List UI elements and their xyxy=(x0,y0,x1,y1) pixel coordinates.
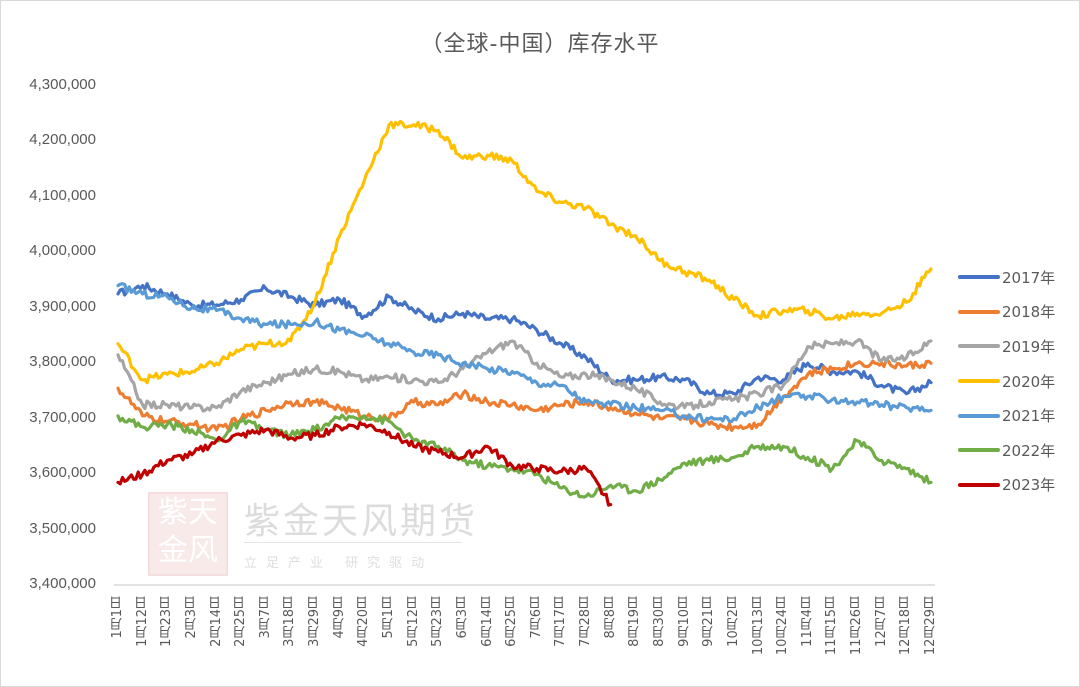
legend-label: 2020年 xyxy=(1002,372,1056,391)
legend-item: 2017年 xyxy=(958,260,1055,295)
legend-label: 2021年 xyxy=(1002,407,1056,426)
legend-swatch-icon xyxy=(958,275,1000,280)
legend-label: 2017年 xyxy=(1002,268,1056,287)
legend-swatch-icon xyxy=(958,309,1000,314)
legend-item: 2018年 xyxy=(958,295,1055,330)
y-tick-label: 3,400,000 xyxy=(29,575,96,592)
series-line-2023年 xyxy=(116,421,613,507)
y-tick-label: 4,000,000 xyxy=(29,242,96,260)
legend-item: 2019年 xyxy=(958,329,1055,364)
y-tick-label: 3,900,000 xyxy=(29,297,96,315)
legend-label: 2018年 xyxy=(1002,303,1056,322)
series-line-2017年 xyxy=(116,282,933,399)
legend-item: 2020年 xyxy=(958,364,1055,399)
y-tick-label: 4,300,000 xyxy=(29,76,96,93)
y-tick-label: 4,200,000 xyxy=(29,131,96,149)
legend-label: 2023年 xyxy=(1002,476,1056,495)
y-tick-label: 3,500,000 xyxy=(29,519,96,537)
legend-swatch-icon xyxy=(958,379,1000,384)
series-lines xyxy=(116,119,933,507)
legend-swatch-icon xyxy=(958,448,1000,453)
legend-item: 2023年 xyxy=(958,468,1055,503)
legend-swatch-icon xyxy=(958,344,1000,349)
legend-swatch-icon xyxy=(958,482,1000,487)
chart-title: （全球-中国）库存水平 xyxy=(420,32,660,57)
legend: 2017年 2018年 2019年 2020年 2021年 2022年 2023年 xyxy=(958,260,1055,502)
series-line-2020年 xyxy=(116,119,933,385)
series-line-2022年 xyxy=(116,413,933,499)
y-tick-label: 4,100,000 xyxy=(29,186,96,204)
y-tick-label: 3,700,000 xyxy=(29,408,96,426)
series-line-2021年 xyxy=(116,282,933,424)
y-tick-label: 3,600,000 xyxy=(29,464,96,482)
legend-item: 2022年 xyxy=(958,433,1055,468)
legend-label: 2022年 xyxy=(1002,441,1056,460)
legend-label: 2019年 xyxy=(1002,337,1056,356)
legend-item: 2021年 xyxy=(958,398,1055,433)
series-line-2018年 xyxy=(116,358,933,433)
y-tick-label: 3,800,000 xyxy=(29,353,96,371)
legend-swatch-icon xyxy=(958,413,1000,418)
series-line-2019年 xyxy=(116,337,933,413)
